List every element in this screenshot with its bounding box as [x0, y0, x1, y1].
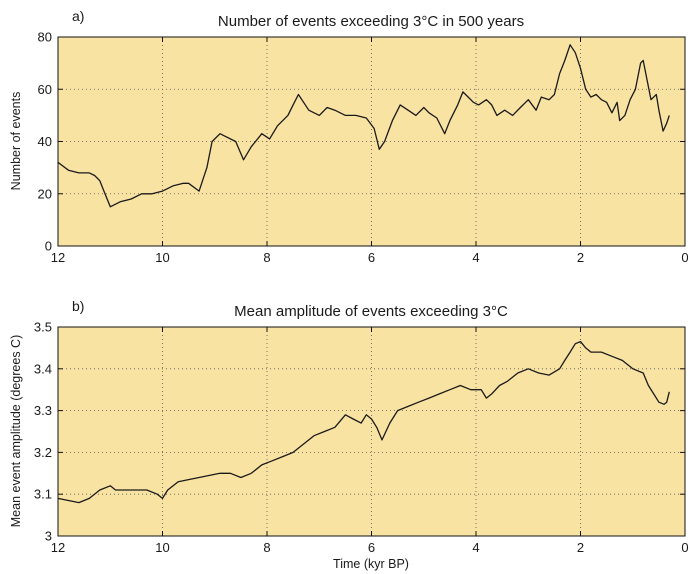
x-tick-label-a: 6	[368, 250, 375, 265]
y-tick-label-a: 40	[38, 134, 52, 149]
x-axis-label-b: Time (kyr BP)	[333, 557, 409, 571]
y-tick-label-b: 3.3	[34, 403, 52, 418]
x-tick-label-b: 8	[263, 540, 270, 555]
y-tick-label-a: 60	[38, 82, 52, 97]
x-tick-label-a: 12	[51, 250, 65, 265]
grid-b	[58, 327, 685, 536]
ticks-b: 12 10 8 6 4 2 0 3 3.1 3.2 3.3 3.4 3.5	[34, 320, 689, 556]
panel-label-a: a)	[72, 8, 84, 24]
y-tick-label-b: 3.1	[34, 487, 52, 502]
x-tick-label-a: 10	[155, 250, 169, 265]
x-tick-label-a: 4	[472, 250, 479, 265]
chart-title-b: Mean amplitude of events exceeding 3°C	[234, 303, 508, 320]
x-tick-label-b: 0	[681, 540, 688, 555]
chart-title-a: Number of events exceeding 3°C in 500 ye…	[218, 13, 524, 30]
y-tick-label-b: 3.2	[34, 445, 52, 460]
x-tick-label-b: 2	[577, 540, 584, 555]
grid-a	[58, 37, 685, 246]
x-tick-label-a: 2	[577, 250, 584, 265]
x-tick-label-b: 4	[472, 540, 479, 555]
y-axis-label-b: Mean event amplitude (degrees C)	[9, 335, 23, 527]
x-tick-label-b: 6	[368, 540, 375, 555]
y-tick-label-b: 3.4	[34, 361, 52, 376]
y-tick-label-b: 3	[45, 529, 52, 544]
x-tick-label-a: 8	[263, 250, 270, 265]
x-tick-label-a: 0	[681, 250, 688, 265]
x-tick-label-b: 10	[155, 540, 169, 555]
y-tick-label-b: 3.5	[34, 320, 52, 335]
series-line-a	[57, 44, 670, 208]
panel-label-b: b)	[72, 298, 84, 314]
panel-b: 12 10 8 6 4 2 0 3 3.1 3.2 3.3 3.4 3.5 b) Mean amplit…	[9, 298, 689, 571]
series-line-b	[57, 340, 670, 504]
y-tick-label-a: 20	[38, 186, 52, 201]
y-tick-label-a: 0	[45, 239, 52, 254]
y-axis-label-a: Number of events	[9, 92, 23, 191]
x-tick-label-b: 12	[51, 540, 65, 555]
y-tick-label-a: 80	[38, 30, 52, 45]
